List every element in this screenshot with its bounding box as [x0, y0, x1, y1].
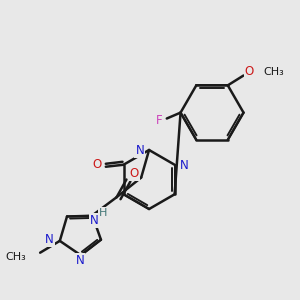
Text: N: N — [135, 145, 144, 158]
Text: N: N — [76, 254, 84, 267]
Text: CH₃: CH₃ — [6, 252, 26, 262]
Text: N: N — [45, 233, 54, 246]
Text: F: F — [156, 114, 162, 127]
Text: CH₃: CH₃ — [263, 67, 284, 76]
Text: N: N — [90, 214, 98, 227]
Text: N: N — [180, 159, 188, 172]
Text: O: O — [92, 158, 102, 171]
Text: H: H — [99, 208, 107, 218]
Text: O: O — [245, 65, 254, 78]
Text: O: O — [130, 167, 139, 180]
